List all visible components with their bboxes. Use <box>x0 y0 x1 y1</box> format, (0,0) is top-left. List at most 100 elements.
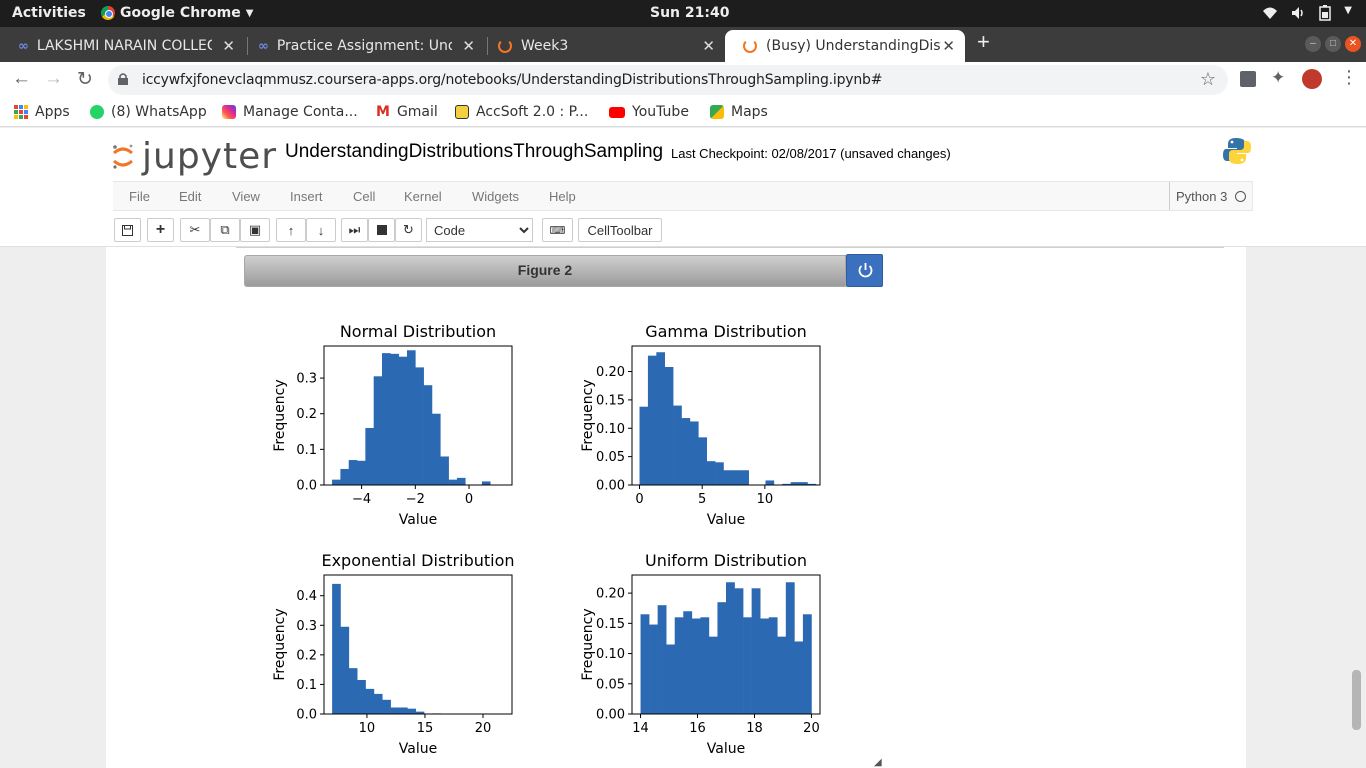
paste-button[interactable]: ▣ <box>240 218 270 242</box>
menu-kernel[interactable]: Kernel <box>404 189 442 204</box>
kebab-menu-icon[interactable]: ⋮ <box>1340 67 1358 87</box>
menu-insert[interactable]: Insert <box>290 189 323 204</box>
volume-icon <box>1292 7 1304 19</box>
move-up-button[interactable]: ↑ <box>276 218 306 242</box>
bookmark-apps[interactable]: Apps <box>14 104 70 120</box>
cell-type-select[interactable]: Code <box>426 218 533 242</box>
histogram-bar <box>656 352 666 485</box>
page-scrollbar[interactable] <box>1352 670 1361 730</box>
copy-button[interactable]: ⧉ <box>210 218 240 242</box>
app-menu[interactable]: Google Chrome ▼ <box>101 5 253 21</box>
bookmark-star-icon[interactable]: ☆ <box>1199 69 1216 89</box>
insert-cell-button[interactable]: + <box>147 218 174 242</box>
jupyter-logo[interactable]: jupyter <box>112 136 277 177</box>
copy-icon: ⧉ <box>220 222 230 237</box>
x-tick-label: 0 <box>635 492 643 507</box>
bookmark-label: Apps <box>35 104 70 120</box>
menu-view[interactable]: View <box>232 189 260 204</box>
clock[interactable]: Sun 21:40 <box>650 5 730 21</box>
figure-close-button[interactable] <box>846 254 883 287</box>
caret-down-icon: ▼ <box>1344 5 1352 16</box>
forward-button[interactable]: → <box>44 68 63 89</box>
y-tick-label: 0.1 <box>296 678 317 693</box>
tab-strip: ∞ LAKSHMI NARAIN COLLEGE ✕ ∞ Practice As… <box>0 27 1366 62</box>
resize-grip-icon[interactable]: ◢ <box>874 757 882 768</box>
histogram-bar <box>423 385 433 485</box>
activities-button[interactable]: Activities <box>12 5 86 21</box>
histogram-bar <box>357 460 366 485</box>
figure-header[interactable]: Figure 2 <box>244 255 846 287</box>
notebook-name[interactable]: UnderstandingDistributionsThroughSamplin… <box>285 141 664 162</box>
histogram-bar <box>777 636 787 714</box>
bookmark-label: YouTube <box>632 104 689 120</box>
x-tick-label: 0 <box>465 492 473 507</box>
menu-help[interactable]: Help <box>549 189 576 204</box>
new-tab-button[interactable]: + <box>977 29 990 54</box>
system-tray[interactable]: ▼ <box>1262 5 1352 21</box>
histogram-bar <box>348 668 358 714</box>
x-tick-label: 18 <box>746 721 763 736</box>
command-palette-button[interactable]: ⌨ <box>542 218 573 242</box>
histogram-bar <box>365 688 375 714</box>
bookmark-whatsapp[interactable]: (8) WhatsApp <box>90 104 207 120</box>
histogram-bar <box>382 353 391 485</box>
instagram-icon <box>222 105 236 119</box>
address-bar[interactable]: iccywfxjfonevclaqmmusz.coursera-apps.org… <box>108 65 1228 95</box>
bookmark-maps[interactable]: Maps <box>710 104 768 120</box>
histogram-bar <box>407 708 416 714</box>
refresh-icon: ↻ <box>403 222 414 237</box>
bookmark-instagram[interactable]: Manage Conta... <box>222 104 358 120</box>
histogram-bar <box>807 483 817 485</box>
y-tick-label: 0.4 <box>296 589 317 604</box>
close-window-button[interactable]: ✕ <box>1345 36 1361 52</box>
histogram-bar <box>415 367 424 485</box>
coursera-icon: ∞ <box>18 38 29 54</box>
back-button[interactable]: ← <box>12 68 31 89</box>
menu-cell[interactable]: Cell <box>353 189 376 204</box>
menu-file[interactable]: File <box>129 189 150 204</box>
save-button[interactable] <box>114 218 141 242</box>
histogram-bar <box>649 624 658 714</box>
figure-canvas[interactable]: −4 −2 0 0.0 0.1 0.2 0.3 Normal Distribution Valu… <box>244 287 884 767</box>
interrupt-button[interactable] <box>368 218 395 242</box>
menu-widgets[interactable]: Widgets <box>472 189 519 204</box>
move-down-button[interactable]: ↓ <box>306 218 336 242</box>
tab-lakshmi-narain[interactable]: ∞ LAKSHMI NARAIN COLLEGE ✕ <box>0 30 245 62</box>
histogram-bar <box>760 618 770 714</box>
cut-button[interactable]: ✂ <box>180 218 210 242</box>
bookmark-gmail[interactable]: M Gmail <box>376 104 438 120</box>
profile-avatar[interactable] <box>1302 69 1322 89</box>
bookmark-youtube[interactable]: YouTube <box>609 104 689 120</box>
x-tick-label: 20 <box>475 721 492 736</box>
y-axis-label: Frequency <box>272 608 288 680</box>
tab-practice-assignment[interactable]: ∞ Practice Assignment: Understanding ✕ <box>240 30 485 62</box>
y-tick-label: 0.05 <box>596 450 625 465</box>
tab-week3[interactable]: Week3 ✕ <box>480 30 725 62</box>
close-icon[interactable]: ✕ <box>942 37 955 55</box>
tab-understanding-distributions[interactable]: (Busy) UnderstandingDistributions ✕ <box>725 30 965 62</box>
axes-frame <box>631 345 821 486</box>
y-tick-label: 0.0 <box>296 479 317 494</box>
histogram-bar <box>373 693 383 714</box>
facebook-extension-icon[interactable] <box>1240 71 1256 87</box>
close-icon[interactable]: ✕ <box>702 37 715 55</box>
histogram-bar <box>398 707 408 714</box>
close-icon[interactable]: ✕ <box>462 37 475 55</box>
coursera-icon: ∞ <box>258 38 269 54</box>
histogram-bar <box>782 483 791 485</box>
histogram-bar <box>664 366 674 485</box>
reload-button[interactable]: ↻ <box>77 69 93 90</box>
x-tick-label: 14 <box>632 721 649 736</box>
maximize-button[interactable]: □ <box>1325 36 1341 52</box>
cell-toolbar-button[interactable]: CellToolbar <box>578 218 662 242</box>
bookmark-label: Gmail <box>396 104 438 120</box>
bookmark-accsoft[interactable]: AccSoft 2.0 : P... <box>455 104 588 120</box>
close-icon[interactable]: ✕ <box>222 37 235 55</box>
menu-edit[interactable]: Edit <box>179 189 202 204</box>
restart-button[interactable]: ↻ <box>395 218 422 242</box>
run-button[interactable]: ⏭ <box>341 218 368 242</box>
histogram-bar <box>790 482 800 485</box>
extensions-icon[interactable]: ✦ <box>1271 68 1286 87</box>
app-menu-label: Google Chrome <box>120 5 241 21</box>
minimize-button[interactable]: – <box>1305 36 1321 52</box>
